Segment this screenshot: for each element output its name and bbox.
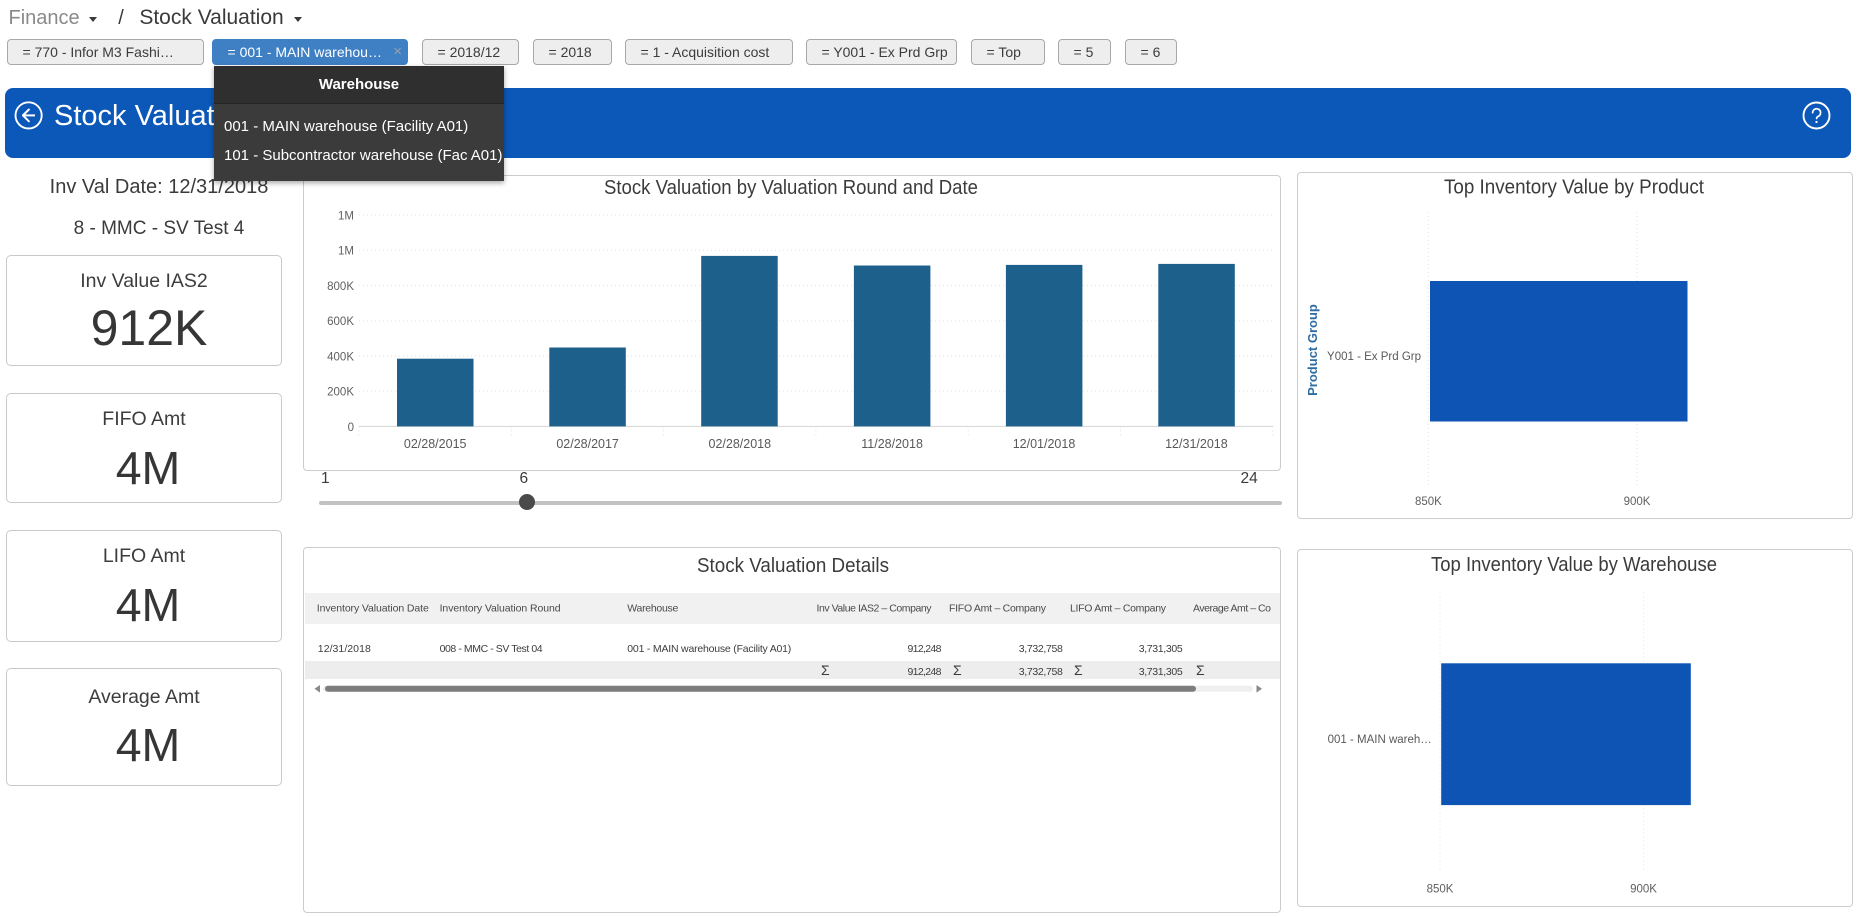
svg-text:900K: 900K — [1624, 496, 1651, 508]
svg-text:12/31/2018: 12/31/2018 — [1165, 437, 1228, 451]
svg-text:Inventory Valuation Round: Inventory Valuation Round — [440, 603, 561, 615]
svg-text:008 - MMC - SV Test 04: 008 - MMC - SV Test 04 — [440, 643, 543, 655]
svg-text:Stock Valuation by Valuation R: Stock Valuation by Valuation Round and D… — [604, 177, 978, 199]
svg-text:850K: 850K — [1427, 884, 1454, 896]
svg-text:850K: 850K — [1415, 496, 1442, 508]
svg-text:Top Inventory Value by Warehou: Top Inventory Value by Warehouse — [1431, 554, 1717, 576]
svg-text:FIFO Amt – Company: FIFO Amt – Company — [949, 603, 1047, 615]
svg-text:Σ: Σ — [1074, 662, 1083, 678]
svg-text:Stock Valuation Details: Stock Valuation Details — [697, 555, 889, 577]
svg-text:Σ: Σ — [821, 662, 830, 678]
svg-text:800K: 800K — [327, 281, 354, 293]
svg-text:Σ: Σ — [1196, 662, 1205, 678]
svg-text:02/28/2018: 02/28/2018 — [709, 437, 772, 451]
svg-text:1M: 1M — [338, 211, 354, 223]
svg-text:Top Inventory Value by Product: Top Inventory Value by Product — [1444, 177, 1704, 199]
svg-text:900K: 900K — [1630, 884, 1657, 896]
svg-text:001 - MAIN wareh…: 001 - MAIN wareh… — [1328, 734, 1432, 746]
svg-text:912,248: 912,248 — [908, 643, 942, 655]
svg-text:0: 0 — [348, 422, 354, 434]
svg-text:200K: 200K — [327, 387, 354, 399]
svg-text:1M: 1M — [338, 246, 354, 258]
svg-text:001 - MAIN warehouse (Facility: 001 - MAIN warehouse (Facility A01) — [627, 643, 791, 655]
svg-text:600K: 600K — [327, 316, 354, 328]
svg-text:Warehouse: Warehouse — [627, 603, 678, 615]
svg-text:3,732,758: 3,732,758 — [1019, 643, 1063, 655]
svg-text:400K: 400K — [327, 351, 354, 363]
svg-text:12/31/2018: 12/31/2018 — [318, 643, 371, 655]
svg-text:02/28/2017: 02/28/2017 — [556, 437, 619, 451]
svg-text:Inv Value IAS2 – Company: Inv Value IAS2 – Company — [817, 603, 933, 615]
svg-text:3,731,305: 3,731,305 — [1139, 643, 1183, 655]
svg-text:3,731,305: 3,731,305 — [1139, 666, 1183, 678]
svg-text:Average Amt – Co: Average Amt – Co — [1193, 603, 1271, 615]
svg-text:Product Group: Product Group — [1305, 304, 1320, 396]
svg-text:12/01/2018: 12/01/2018 — [1013, 437, 1076, 451]
svg-text:3,732,758: 3,732,758 — [1019, 666, 1063, 678]
svg-text:Σ: Σ — [953, 662, 962, 678]
svg-text:02/28/2015: 02/28/2015 — [404, 437, 467, 451]
svg-text:LIFO Amt – Company: LIFO Amt – Company — [1070, 603, 1167, 615]
svg-text:Y001 - Ex Prd Grp: Y001 - Ex Prd Grp — [1327, 351, 1421, 363]
svg-text:912,248: 912,248 — [908, 666, 942, 678]
svg-text:Inventory Valuation Date: Inventory Valuation Date — [317, 603, 429, 615]
svg-text:11/28/2018: 11/28/2018 — [861, 437, 923, 451]
